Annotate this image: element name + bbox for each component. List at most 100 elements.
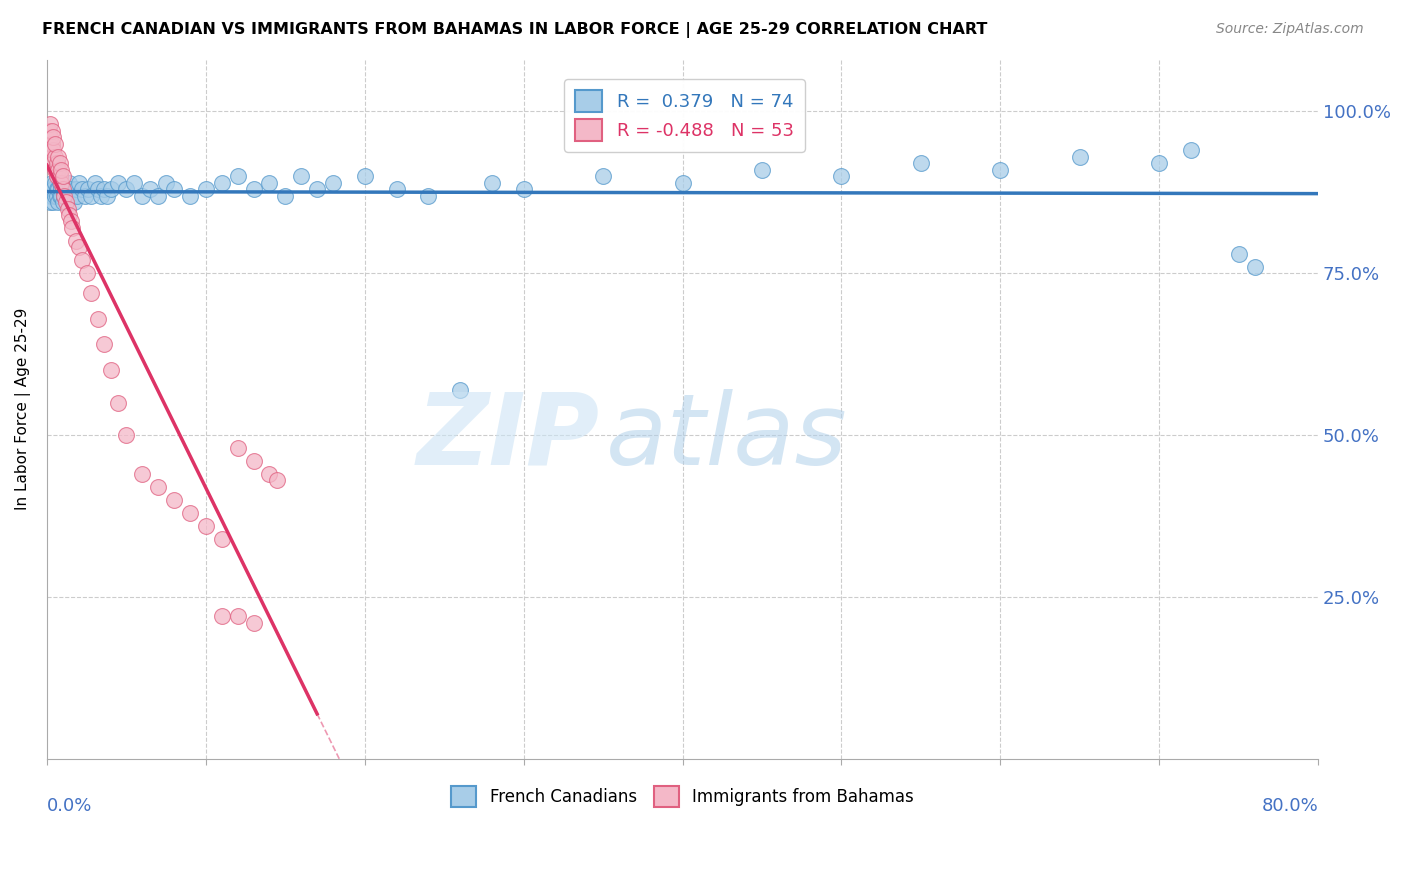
Point xyxy=(148,188,170,202)
Point xyxy=(1147,156,1170,170)
Text: 0.0%: 0.0% xyxy=(46,797,93,815)
Point xyxy=(449,383,471,397)
Point xyxy=(52,194,75,209)
Point xyxy=(46,194,69,209)
Point xyxy=(48,188,70,202)
Point xyxy=(307,182,329,196)
Point xyxy=(830,169,852,183)
Point xyxy=(353,169,375,183)
Point xyxy=(41,188,63,202)
Point xyxy=(290,169,312,183)
Point xyxy=(259,467,281,481)
Point xyxy=(90,188,112,202)
Point xyxy=(179,188,201,202)
Point xyxy=(107,395,129,409)
Point xyxy=(56,188,79,202)
Point xyxy=(45,156,67,170)
Point xyxy=(1243,260,1265,274)
Point xyxy=(87,311,110,326)
Point xyxy=(41,176,63,190)
Point xyxy=(48,156,70,170)
Point xyxy=(1069,150,1091,164)
Point xyxy=(211,609,233,624)
Point xyxy=(65,182,87,196)
Point xyxy=(322,176,344,190)
Point xyxy=(42,143,65,157)
Point xyxy=(52,182,75,196)
Point xyxy=(80,285,103,300)
Point xyxy=(38,136,60,151)
Point xyxy=(58,208,80,222)
Point xyxy=(131,188,153,202)
Point xyxy=(52,169,75,183)
Point xyxy=(46,182,69,196)
Point xyxy=(100,182,122,196)
Point xyxy=(148,480,170,494)
Point xyxy=(45,188,67,202)
Point xyxy=(242,454,264,468)
Point xyxy=(39,117,62,131)
Point xyxy=(58,176,80,190)
Text: Source: ZipAtlas.com: Source: ZipAtlas.com xyxy=(1216,22,1364,37)
Point xyxy=(42,156,65,170)
Point xyxy=(44,176,66,190)
Point xyxy=(211,532,233,546)
Text: ZIP: ZIP xyxy=(418,389,600,485)
Point xyxy=(51,162,73,177)
Point xyxy=(46,150,69,164)
Point xyxy=(226,609,249,624)
Point xyxy=(55,182,77,196)
Point xyxy=(751,162,773,177)
Point xyxy=(45,169,67,183)
Point xyxy=(42,182,65,196)
Point xyxy=(44,136,66,151)
Point xyxy=(226,441,249,455)
Point xyxy=(41,136,63,151)
Point xyxy=(93,337,115,351)
Point xyxy=(124,176,146,190)
Point xyxy=(155,176,177,190)
Point xyxy=(51,182,73,196)
Point xyxy=(46,162,69,177)
Point xyxy=(44,188,66,202)
Text: FRENCH CANADIAN VS IMMIGRANTS FROM BAHAMAS IN LABOR FORCE | AGE 25-29 CORRELATIO: FRENCH CANADIAN VS IMMIGRANTS FROM BAHAM… xyxy=(42,22,987,38)
Point xyxy=(671,176,693,190)
Point xyxy=(418,188,440,202)
Text: atlas: atlas xyxy=(606,389,848,485)
Point xyxy=(39,130,62,145)
Point xyxy=(100,363,122,377)
Point xyxy=(42,130,65,145)
Point xyxy=(93,182,115,196)
Point xyxy=(115,182,138,196)
Point xyxy=(242,615,264,630)
Point xyxy=(115,428,138,442)
Point xyxy=(60,221,83,235)
Point xyxy=(242,182,264,196)
Point xyxy=(53,188,76,202)
Legend: French Canadians, Immigrants from Bahamas: French Canadians, Immigrants from Bahama… xyxy=(444,780,921,814)
Point xyxy=(512,182,534,196)
Point xyxy=(163,182,186,196)
Point xyxy=(38,124,60,138)
Point xyxy=(83,176,105,190)
Point xyxy=(60,188,83,202)
Y-axis label: In Labor Force | Age 25-29: In Labor Force | Age 25-29 xyxy=(15,308,31,510)
Point xyxy=(51,188,73,202)
Point xyxy=(67,240,90,254)
Point xyxy=(44,150,66,164)
Point xyxy=(481,176,503,190)
Point xyxy=(55,194,77,209)
Point xyxy=(266,474,288,488)
Point xyxy=(59,182,82,196)
Point xyxy=(42,194,65,209)
Point xyxy=(53,188,76,202)
Point xyxy=(70,182,93,196)
Point xyxy=(66,188,89,202)
Point xyxy=(65,234,87,248)
Point xyxy=(48,176,70,190)
Point xyxy=(75,188,97,202)
Point xyxy=(44,162,66,177)
Point xyxy=(52,182,75,196)
Point xyxy=(41,150,63,164)
Point xyxy=(194,182,217,196)
